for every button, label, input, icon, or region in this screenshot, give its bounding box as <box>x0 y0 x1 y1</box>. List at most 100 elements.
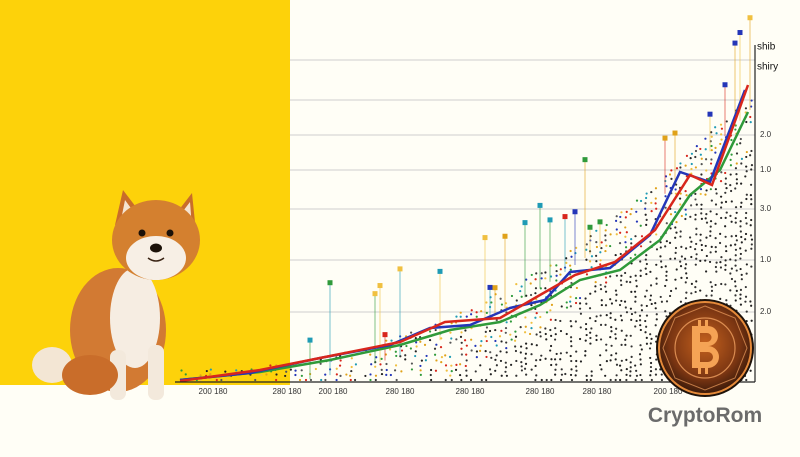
decor-dot <box>615 293 618 296</box>
decor-dot <box>549 318 552 321</box>
decor-dot <box>649 270 652 273</box>
decor-dot <box>737 30 743 36</box>
decor-dot <box>419 364 422 368</box>
decor-dot <box>740 278 743 281</box>
decor-dot <box>635 199 639 202</box>
decor-dot <box>655 335 658 338</box>
decor-dot <box>575 246 578 249</box>
decor-dot <box>648 347 652 350</box>
decor-dot <box>455 338 458 341</box>
decor-dot <box>740 157 744 160</box>
decor-dot <box>349 374 352 377</box>
decor-dot <box>635 374 639 377</box>
decor-dot <box>719 261 722 264</box>
decor-dot <box>525 294 528 297</box>
decor-dot <box>300 369 303 372</box>
decor-dot <box>629 275 632 278</box>
decor-dot <box>595 260 598 263</box>
decor-dot <box>615 215 618 218</box>
decor-dot <box>750 265 753 268</box>
decor-dot <box>694 198 697 201</box>
decor-dot <box>405 344 408 348</box>
decor-dot <box>614 289 618 292</box>
decor-dot <box>537 202 543 208</box>
decor-dot <box>694 213 697 216</box>
decor-dot <box>505 347 508 350</box>
decor-dot <box>644 267 647 270</box>
decor-dot <box>585 258 588 261</box>
decor-dot <box>554 368 557 371</box>
decor-dot <box>327 280 333 286</box>
decor-dot <box>565 306 569 309</box>
decor-dot <box>470 349 473 352</box>
decor-dot <box>655 358 658 361</box>
decor-dot <box>415 345 418 348</box>
decor-dot <box>600 303 603 307</box>
decor-dot <box>732 40 738 46</box>
decor-dot <box>719 142 722 146</box>
decor-dot <box>714 188 717 191</box>
decor-dot <box>739 293 742 296</box>
decor-dot <box>504 361 507 364</box>
decor-dot <box>465 315 468 318</box>
decor-dot <box>654 302 657 305</box>
decor-dot <box>335 378 338 382</box>
decor-dot <box>604 229 607 232</box>
decor-dot <box>450 337 453 340</box>
decor-dot <box>654 197 657 200</box>
decor-dot <box>614 378 617 382</box>
decor-dot <box>710 294 713 297</box>
decor-dot <box>205 369 208 373</box>
decor-dot <box>574 251 577 255</box>
decor-dot <box>597 219 603 225</box>
decor-dot <box>739 252 742 256</box>
decor-dot <box>495 364 498 367</box>
decor-dot <box>454 368 458 371</box>
decor-dot <box>525 278 528 281</box>
decor-dot <box>525 347 528 350</box>
y-tick-label: 3.0 <box>760 204 772 213</box>
decor-dot <box>490 301 493 304</box>
decor-dot <box>515 299 518 302</box>
decor-dot <box>710 285 713 288</box>
decor-dot <box>519 289 522 293</box>
decor-dot <box>649 374 652 377</box>
decor-dot <box>514 335 518 338</box>
decor-dot <box>629 361 632 364</box>
decor-dot <box>594 285 597 288</box>
decor-dot <box>649 294 653 297</box>
decor-dot <box>604 285 607 288</box>
decor-dot <box>674 188 677 191</box>
decor-dot <box>199 374 202 377</box>
decor-dot <box>670 169 673 172</box>
decor-dot <box>514 330 517 333</box>
decor-dot <box>744 295 748 298</box>
decor-dot <box>260 374 263 377</box>
decor-dot <box>504 366 508 369</box>
decor-dot <box>625 280 628 283</box>
decor-dot <box>674 236 677 239</box>
decor-dot <box>475 350 479 353</box>
decor-dot <box>599 338 603 341</box>
decor-dot <box>699 147 702 151</box>
decor-dot <box>534 292 537 295</box>
decor-dot <box>695 280 698 283</box>
decor-dot <box>674 226 677 229</box>
decor-dot <box>719 266 723 269</box>
decor-dot <box>745 170 748 173</box>
decor-dot <box>640 348 643 351</box>
decor-dot <box>269 364 272 367</box>
decor-dot <box>578 307 582 310</box>
decor-dot <box>709 162 713 165</box>
x-tick-label: 280 180 <box>526 387 555 396</box>
decor-dot <box>415 341 418 344</box>
decor-dot <box>610 354 613 357</box>
decor-dot <box>520 365 523 368</box>
decor-dot <box>335 373 338 376</box>
decor-dot <box>744 107 748 110</box>
decor-dot <box>545 311 549 314</box>
decor-dot <box>644 213 647 216</box>
decor-dot <box>730 235 733 238</box>
decor-dot <box>530 303 533 307</box>
decor-dot <box>649 361 653 365</box>
